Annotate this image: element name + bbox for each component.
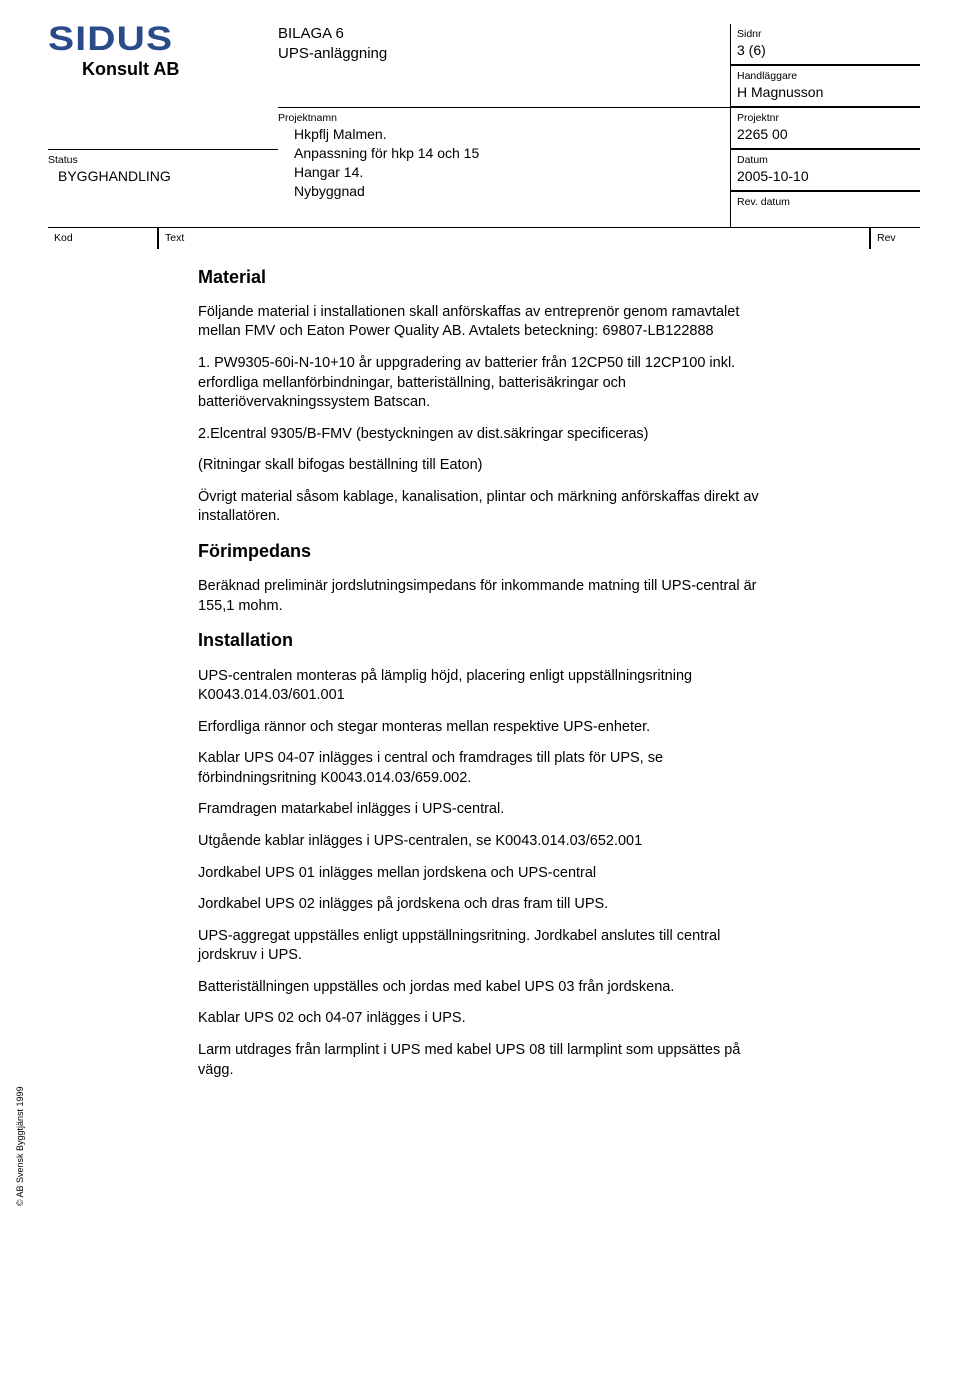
text-label: Text [158, 227, 870, 248]
para-material-3: 2.Elcentral 9305/B-FMV (bestyckningen av… [198, 425, 778, 445]
sidnr-cell: Sidnr 3 (6) [730, 24, 920, 65]
datum-label: Datum [737, 153, 914, 167]
para-forimpedans: Beräknad preliminär jordslutningsimpedan… [198, 577, 778, 616]
para-install-7: Jordkabel UPS 02 inlägges på jordskena o… [198, 895, 778, 915]
projektnr-label: Projektnr [737, 111, 914, 125]
revdatum-label: Rev. datum [737, 195, 914, 209]
logo-brand: SIDUS [48, 24, 173, 55]
bilaga-box: BILAGA 6 UPS-anläggning [278, 24, 730, 107]
bilaga-line2: UPS-anläggning [278, 44, 730, 64]
datum-cell: Datum 2005-10-10 [730, 149, 920, 191]
datum-value: 2005-10-10 [737, 167, 914, 186]
para-install-8: UPS-aggregat uppställes enligt uppställn… [198, 927, 778, 966]
para-material-5: Övrigt material såsom kablage, kanalisat… [198, 488, 778, 527]
handlaggare-value: H Magnusson [737, 83, 914, 102]
para-install-3: Kablar UPS 04-07 inlägges i central och … [198, 749, 778, 788]
logo-block: SIDUS Konsult AB [48, 24, 278, 149]
side-copyright: © AB Svensk Byggtjänst 1999 [14, 1086, 26, 1206]
kod-text-rev-row: Kod Text Rev [48, 227, 920, 248]
para-material-4: (Ritningar skall bifogas beställning til… [198, 456, 778, 476]
projektnamn-l2: Anpassning för hkp 14 och 15 [278, 144, 724, 163]
para-material-1: Följande material i installationen skall… [198, 303, 778, 342]
status-label: Status [48, 153, 272, 167]
para-install-6: Jordkabel UPS 01 inlägges mellan jordske… [198, 864, 778, 884]
projektnr-value: 2265 00 [737, 125, 914, 144]
para-install-2: Erfordliga rännor och stegar monteras me… [198, 718, 778, 738]
revdatum-cell: Rev. datum [730, 191, 920, 227]
bilaga-line1: BILAGA 6 [278, 24, 730, 44]
handlaggare-label: Handläggare [737, 69, 914, 83]
heading-forimpedans: Förimpedans [198, 539, 896, 563]
handlaggare-cell: Handläggare H Magnusson [730, 65, 920, 107]
header-grid: SIDUS Konsult AB BILAGA 6 UPS-anläggning… [48, 24, 920, 227]
projektnamn-label: Projektnamn [278, 111, 724, 125]
para-material-2: 1. PW9305-60i-N-10+10 år uppgradering av… [198, 354, 778, 413]
projektnr-cell: Projektnr 2265 00 [730, 107, 920, 149]
para-install-10: Kablar UPS 02 och 04-07 inlägges i UPS. [198, 1009, 778, 1029]
para-install-1: UPS-centralen monteras på lämplig höjd, … [198, 667, 778, 706]
para-install-5: Utgående kablar inlägges i UPS-centralen… [198, 832, 778, 852]
projektnamn-l3: Hangar 14. [278, 163, 724, 182]
heading-installation: Installation [198, 628, 896, 652]
kod-label: Kod [48, 227, 158, 248]
document-page: SIDUS Konsult AB BILAGA 6 UPS-anläggning… [48, 24, 920, 1336]
status-cell: Status BYGGHANDLING [48, 149, 278, 227]
heading-material: Material [198, 265, 896, 289]
projektnamn-cell: Projektnamn Hkpflj Malmen. Anpassning fö… [278, 107, 730, 227]
para-install-11: Larm utdrages från larmplint i UPS med k… [198, 1041, 778, 1080]
rev-label: Rev [870, 227, 920, 248]
para-install-4: Framdragen matarkabel inlägges i UPS-cen… [198, 800, 778, 820]
revdatum-value [737, 209, 914, 223]
status-value: BYGGHANDLING [48, 167, 272, 186]
projektnamn-l4: Nybyggnad [278, 182, 724, 201]
projektnamn-l1: Hkpflj Malmen. [278, 125, 724, 144]
sidnr-label: Sidnr [737, 27, 914, 41]
content-body: Material Följande material i installatio… [48, 249, 920, 1081]
logo-subtitle: Konsult AB [82, 57, 179, 81]
para-install-9: Batteriställningen uppställes och jordas… [198, 978, 778, 998]
sidnr-value: 3 (6) [737, 41, 914, 60]
